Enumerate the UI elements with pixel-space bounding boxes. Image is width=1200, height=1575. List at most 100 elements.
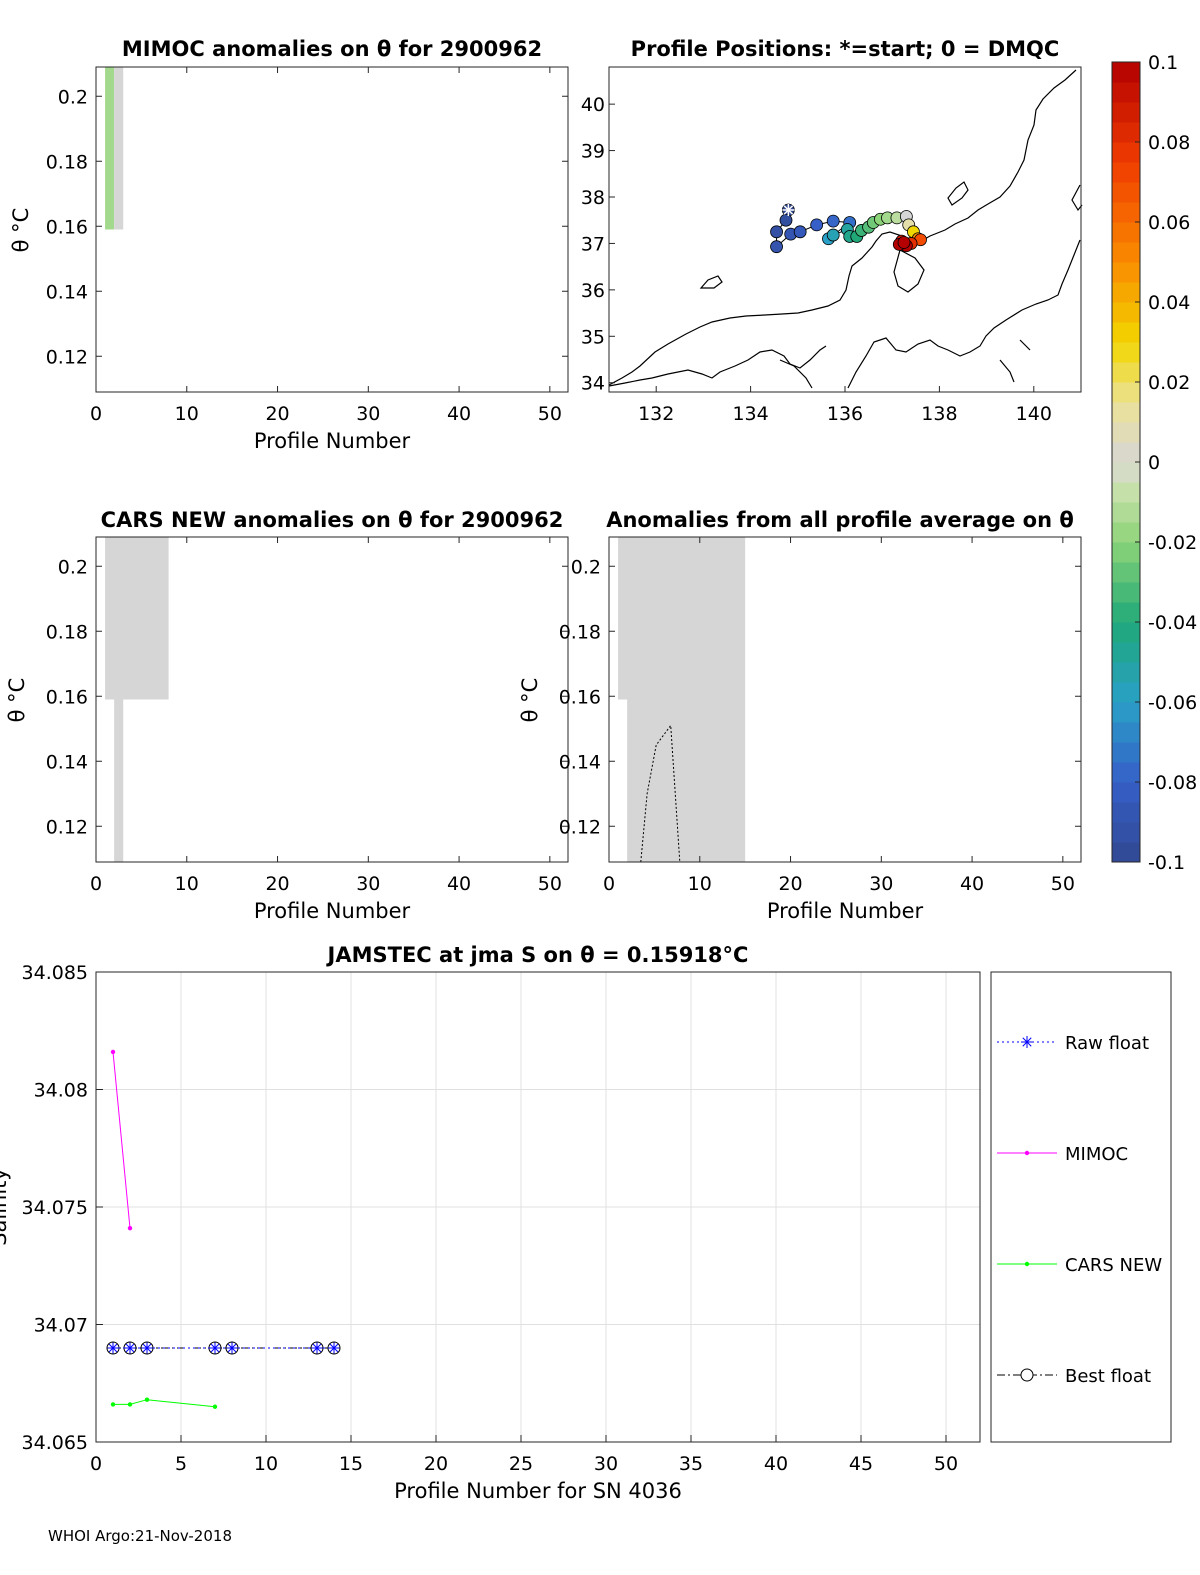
- colorbar-strip: [1112, 342, 1140, 363]
- colorbar-strip: [1112, 382, 1140, 403]
- legend-box: [990, 971, 1172, 1443]
- start-marker-stroke: [783, 205, 794, 215]
- mimoc-xtick-label: 0: [90, 403, 102, 425]
- avg-cell-0: [618, 537, 746, 700]
- mimoc-cell-0: [105, 67, 115, 230]
- colorbar-strip: [1112, 742, 1140, 763]
- colorbar-strip: [1112, 162, 1140, 183]
- salinity-xtick-label: 5: [175, 1453, 187, 1475]
- profile-position-point: [779, 213, 793, 227]
- map-ytick-label: 38: [581, 187, 605, 209]
- avg-xtick-label: 50: [1051, 873, 1075, 895]
- series-line-mimoc: [112, 1051, 131, 1229]
- cars-cell-1: [114, 699, 124, 862]
- star-stroke: [142, 1343, 152, 1353]
- colorbar-strip: [1112, 822, 1140, 843]
- colorbar-strip: [1112, 282, 1140, 303]
- legend-marker: [1022, 1037, 1032, 1047]
- salinity-ytick-label: 34.065: [22, 1432, 88, 1454]
- profile-position-point: [770, 225, 783, 239]
- mimoc-ytick-label: 0.12: [46, 346, 88, 368]
- profile-position-point: [897, 236, 911, 249]
- colorbar-strip: [1112, 582, 1140, 603]
- series-point-cars-new: [110, 1402, 116, 1407]
- legend-label: Best float: [1065, 1366, 1151, 1387]
- mimoc-ytick-label: 0.14: [46, 281, 88, 303]
- mimoc-ytick-label: 0.18: [46, 151, 88, 173]
- colorbar-tick-label: 0.06: [1148, 212, 1190, 234]
- profile-position-point: [770, 240, 783, 254]
- salinity-xtick-label: 0: [90, 1453, 102, 1475]
- mimoc-xlabel: Profile Number: [254, 429, 411, 453]
- salinity-xtick-label: 35: [679, 1453, 703, 1475]
- colorbar-strip: [1112, 522, 1140, 543]
- mimoc-ytick-label: 0.16: [46, 216, 88, 238]
- salinity-ylabel: Salinity: [0, 1168, 11, 1246]
- cars-ylabel: θ °C: [5, 678, 29, 723]
- series-point-mimoc: [110, 1049, 116, 1055]
- salinity-title: JAMSTEC at jma S on θ = 0.15918°C: [326, 943, 749, 967]
- cars-axes-box: [95, 536, 569, 863]
- colorbar-strip: [1112, 422, 1140, 443]
- cars-xtick-label: 50: [538, 873, 562, 895]
- map-title: Profile Positions: *=start; 0 = DMQC: [631, 37, 1060, 61]
- series-point-raw-float: [124, 1342, 136, 1354]
- avg-xtick-label: 0: [603, 873, 615, 895]
- avg-xtick-label: 40: [960, 873, 984, 895]
- mimoc-xtick-label: 50: [538, 403, 562, 425]
- legend-marker: [1020, 1368, 1034, 1382]
- salinity-ytick-label: 34.08: [34, 1080, 88, 1102]
- colorbar-strip: [1112, 782, 1140, 803]
- colorbar-strip: [1112, 662, 1140, 683]
- cars-ytick-label: 0.18: [46, 621, 88, 643]
- mimoc-axes-box: [95, 66, 569, 393]
- cars-title: CARS NEW anomalies on θ for 2900962: [101, 508, 564, 532]
- anomaly-contour: [640, 724, 681, 863]
- colorbar-strip: [1112, 602, 1140, 623]
- colorbar-tick-label: 0.04: [1148, 292, 1190, 314]
- cars-xlabel: Profile Number: [254, 899, 411, 923]
- salinity-xtick-label: 15: [339, 1453, 363, 1475]
- colorbar-strip: [1112, 462, 1140, 483]
- colorbar-strip: [1112, 802, 1140, 823]
- colorbar-strip: [1112, 202, 1140, 223]
- colorbar-strip: [1112, 502, 1140, 523]
- star-stroke: [125, 1343, 135, 1353]
- series-point-cars-new: [127, 1402, 133, 1407]
- colorbar-strip: [1112, 622, 1140, 643]
- series-point-raw-float: [311, 1342, 323, 1354]
- profile-position-point: [793, 225, 807, 239]
- cars-xtick-label: 0: [90, 873, 102, 895]
- start-marker: [782, 204, 795, 216]
- mimoc-anomaly-panel: 0 10 20 30 40 50 0.12 0.14 0.16 0.18 0.2 MIMOC ano…: [9, 37, 569, 453]
- cars-xtick-label: 40: [447, 873, 471, 895]
- coastline: [608, 69, 1083, 389]
- colorbar-strip: [1112, 122, 1140, 143]
- colorbar-strip: [1112, 242, 1140, 263]
- colorbar-strip: [1112, 762, 1140, 783]
- star-stroke: [108, 1343, 118, 1353]
- map-xtick-label: 140: [1016, 403, 1052, 425]
- profile-positions-panel: 132 134 136 138 140 34 35 36 37 38 39 40 Profile Po…: [581, 37, 1083, 425]
- cars-ytick-label: 0.12: [46, 816, 88, 838]
- cars-ytick-label: 0.14: [46, 751, 88, 773]
- map-xtick-label: 134: [732, 403, 768, 425]
- salinity-xtick-label: 10: [254, 1453, 278, 1475]
- colorbar-tick-label: 0.02: [1148, 372, 1190, 394]
- colorbar-strip: [1112, 402, 1140, 423]
- map-xtick-label: 136: [827, 403, 863, 425]
- star-stroke: [210, 1343, 220, 1353]
- avg-ytick-label: 0.16: [559, 686, 601, 708]
- colorbar-tick-label: 0: [1148, 452, 1160, 474]
- map-ytick-label: 36: [581, 280, 605, 302]
- salinity-ytick-label: 34.085: [22, 962, 88, 984]
- avg-ytick-label: 0.12: [559, 816, 601, 838]
- colorbar: -0.1 -0.08 -0.06 -0.04 -0.02 0 0.02 0.04 0.06 0.0…: [1111, 52, 1197, 874]
- cars-ytick-label: 0.16: [46, 686, 88, 708]
- avg-xtick-label: 30: [869, 873, 893, 895]
- series-point-raw-float: [141, 1342, 153, 1354]
- salinity-xtick-label: 30: [594, 1453, 618, 1475]
- colorbar-tick-label: -0.06: [1148, 692, 1197, 714]
- avg-cell-1: [627, 699, 746, 862]
